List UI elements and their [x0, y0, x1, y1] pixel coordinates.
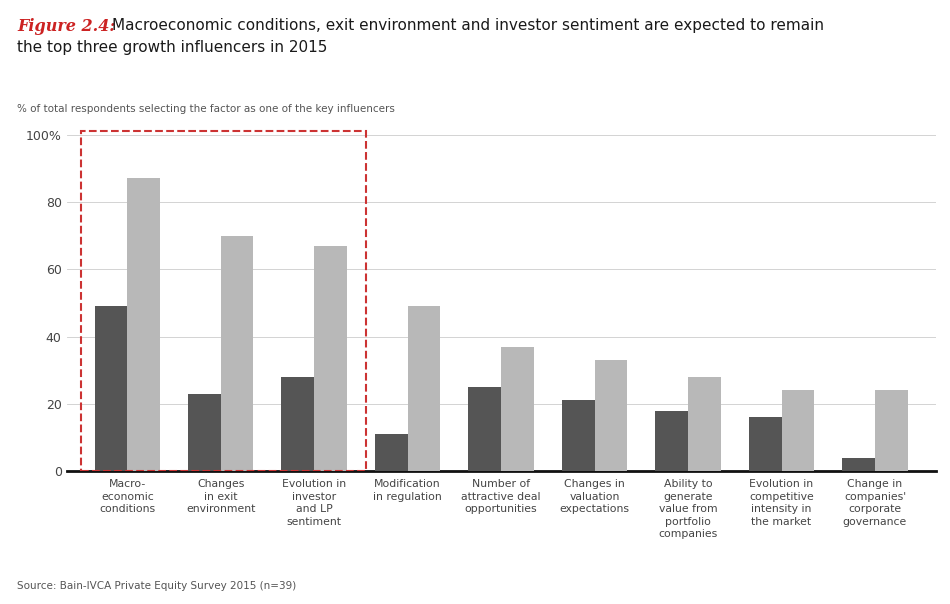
Bar: [468, 387, 502, 471]
Text: Macroeconomic conditions, exit environment and investor sentiment are expected t: Macroeconomic conditions, exit environme…: [112, 18, 824, 33]
Text: What do you think will drive growth in 2015?: What do you think will drive growth in 2…: [334, 79, 616, 89]
Bar: [408, 306, 441, 471]
Bar: [782, 390, 814, 471]
Bar: [314, 246, 347, 471]
Bar: [875, 390, 907, 471]
Bar: [749, 417, 782, 471]
Bar: [561, 400, 595, 471]
Text: Figure 2.4:: Figure 2.4:: [17, 18, 115, 35]
Bar: [95, 306, 127, 471]
Text: What, according to you, were the key drivers of growth in deal activity (number : What, according to you, were the key dri…: [134, 61, 816, 71]
Text: % of total respondents selecting the factor as one of the key influencers: % of total respondents selecting the fac…: [17, 104, 395, 114]
Bar: [220, 236, 254, 471]
Bar: [595, 360, 627, 471]
Text: Source: Bain-IVCA Private Equity Survey 2015 (n=39): Source: Bain-IVCA Private Equity Survey …: [17, 580, 296, 591]
Bar: [843, 458, 875, 471]
Text: the top three growth influencers in 2015: the top three growth influencers in 2015: [17, 40, 328, 56]
Bar: [188, 394, 220, 471]
Bar: [502, 347, 534, 471]
Bar: [281, 377, 314, 471]
Bar: [81, 131, 366, 471]
Bar: [656, 411, 688, 471]
Bar: [127, 178, 160, 471]
Bar: [688, 377, 721, 471]
Bar: [375, 434, 408, 471]
